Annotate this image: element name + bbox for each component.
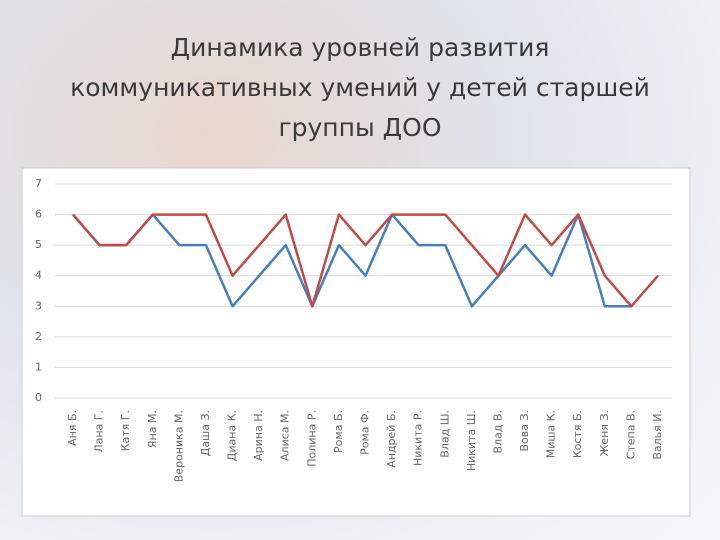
x-tick-label: Женя З. (598, 410, 611, 456)
x-tick-label: Влад Ш. (438, 410, 451, 458)
x-tick-label: Диана К. (226, 410, 239, 461)
y-tick-label: 4 (35, 269, 42, 282)
y-tick-label: 0 (35, 391, 42, 404)
x-tick-label: Рома Ф. (359, 410, 372, 455)
x-tick-label: Влад В. (491, 410, 504, 453)
x-tick-label: Вова З. (518, 410, 531, 452)
x-tick-label: Катя Г. (119, 410, 132, 451)
y-tick-label: 1 (35, 360, 42, 373)
x-tick-label: Арина Н. (252, 410, 265, 461)
x-tick-label: Миша К. (545, 410, 558, 458)
x-tick-label: Яна М. (146, 410, 159, 448)
series-line (72, 213, 632, 308)
x-tick-label: Степа В. (624, 410, 637, 459)
x-tick-label: Валья И. (651, 410, 664, 460)
x-tick-label: Лана Г. (93, 410, 106, 453)
y-tick-label: 6 (35, 208, 42, 221)
chart-title: Динамика уровней развития коммуникативны… (70, 33, 650, 142)
y-tick-label: 5 (35, 238, 42, 251)
x-tick-label: Аня Б. (66, 410, 79, 446)
x-tick-label: Вероника М. (172, 410, 185, 482)
x-tick-label: Алиса М. (279, 410, 292, 461)
x-tick-label: Рома Б. (332, 410, 345, 453)
plot-frame (21, 167, 691, 517)
y-tick-label: 3 (35, 299, 42, 312)
x-tick-label: Костя Б. (571, 410, 584, 458)
x-tick-label: Андрей Б. (385, 410, 398, 468)
series-line (72, 213, 659, 308)
x-tick-label: Никита Ш. (465, 410, 478, 471)
x-tick-label: Даша З. (199, 410, 212, 456)
x-tick-label: Никита Р. (412, 410, 425, 466)
x-tick-label: Полина Р. (305, 410, 318, 467)
y-tick-label: 7 (35, 177, 42, 190)
y-tick-label: 2 (35, 330, 42, 343)
